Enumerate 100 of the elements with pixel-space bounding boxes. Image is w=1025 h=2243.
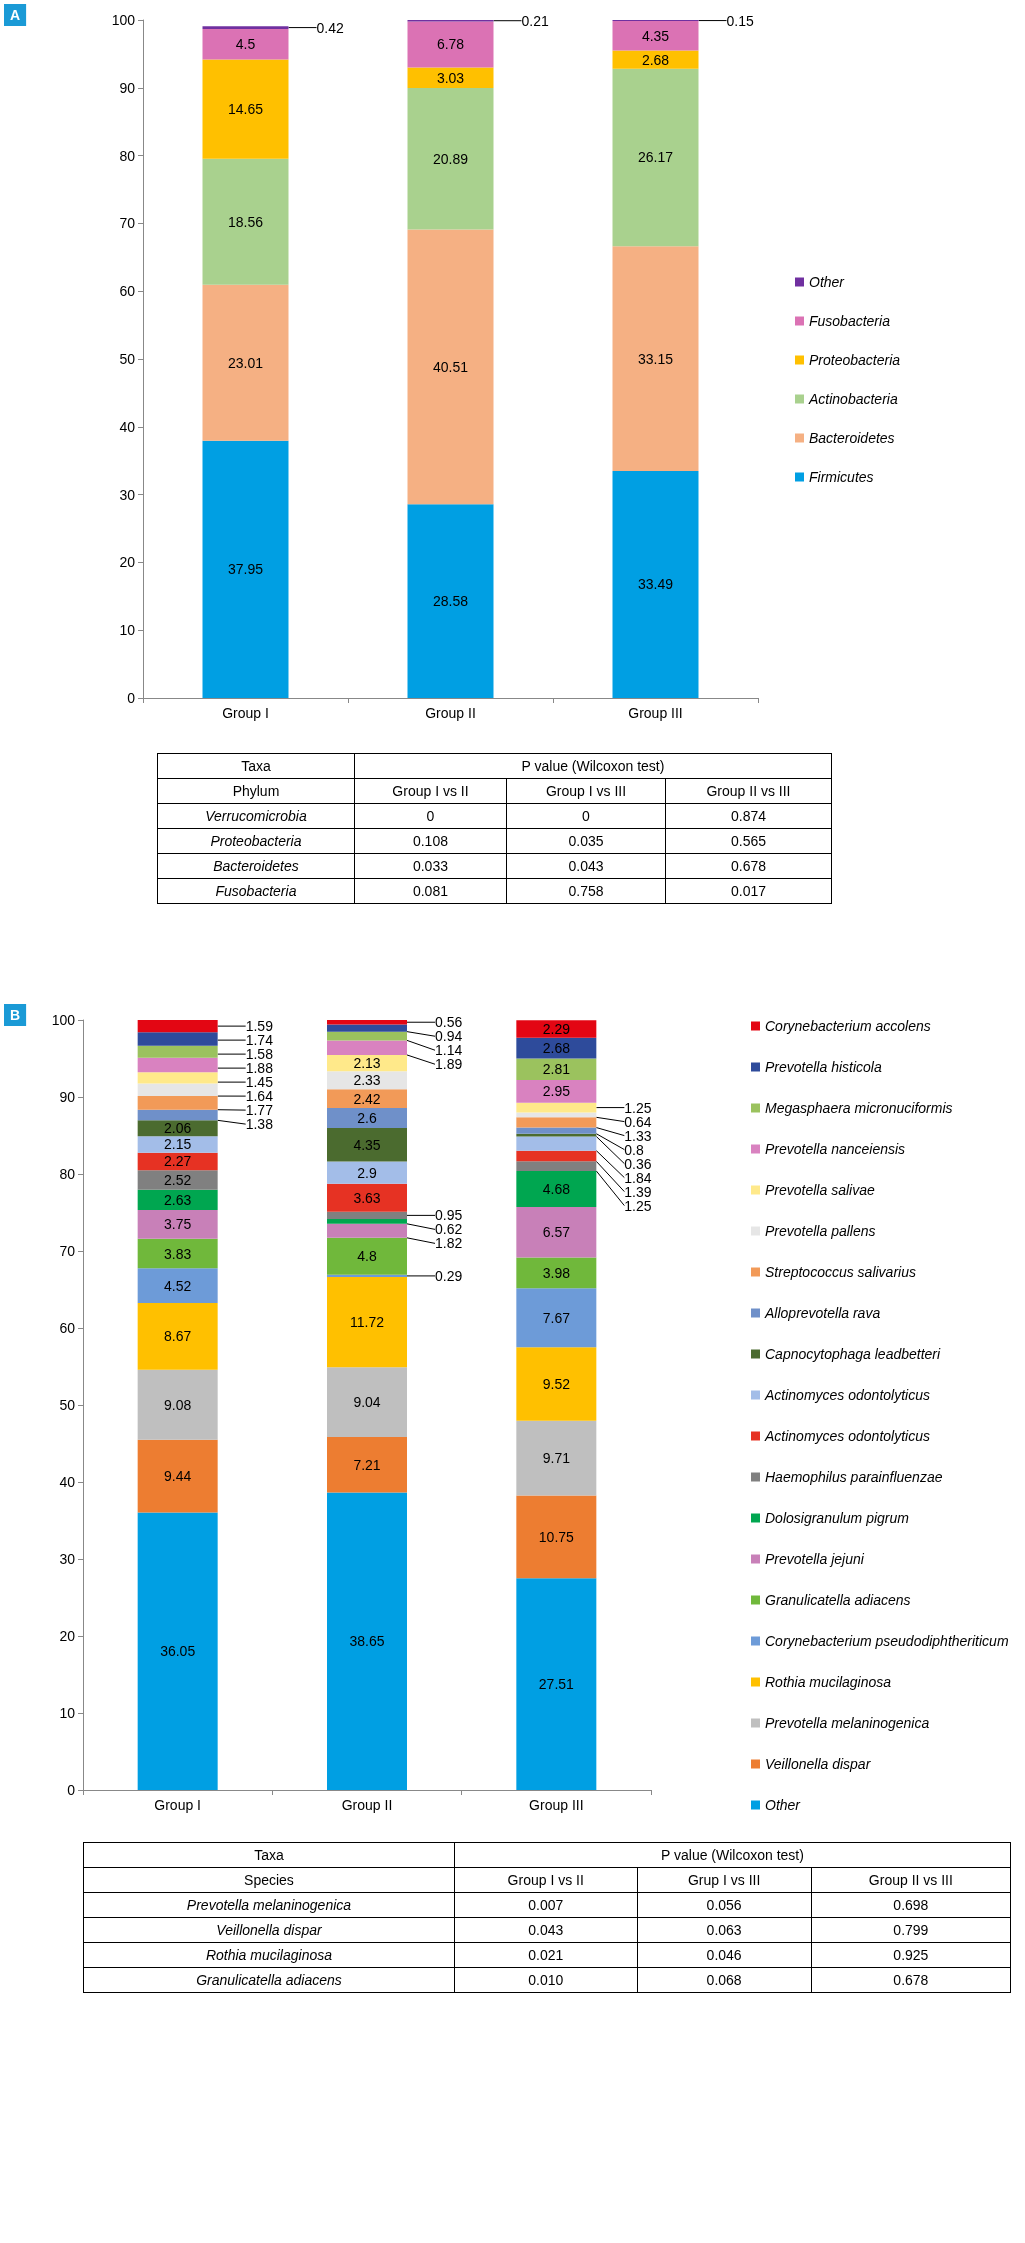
data-label: 3.75 [164,1216,192,1233]
text: 0.678 [730,858,767,874]
bar [202,284,289,441]
text: 0.007 [528,1897,564,1913]
bar [516,1058,597,1081]
data-label: 7.67 [542,1309,571,1326]
y-tick-label: 100 [51,1012,76,1028]
bar [516,1578,597,1790]
bar [516,1080,597,1103]
category-label: Grup I vs III [637,1867,812,1893]
bar [612,21,699,51]
bar [327,1219,407,1224]
bar [137,1268,218,1304]
data-label: 38.65 [349,1633,385,1650]
bar [327,1492,407,1790]
data-label: 14.65 [227,101,264,118]
bar [327,1436,407,1493]
data-label: 0.94 [435,1028,463,1045]
data-label: 1.25 [624,1099,652,1116]
text: Taxa [83,1842,455,1868]
legend-label: Haemophilus parainfluenzae [765,1469,943,1485]
bar [516,1161,597,1171]
text: 0.035 [568,833,604,849]
data-label: 18.56 [227,213,264,230]
x-tick-label: Group II [341,1797,393,1813]
bar [407,87,494,230]
legend-label: Prevotella nanceiensis [765,1141,906,1157]
text: 0.043 [528,1922,564,1938]
y-tick-label: 20 [59,1628,76,1644]
data-label: 2.06 [164,1120,192,1137]
legend-label: Granulicatella adiacens [765,1592,911,1608]
bar [327,1277,407,1368]
category-label: Veillonella dispar [216,1922,322,1938]
data-label: 9.52 [542,1375,571,1392]
bar [327,1367,407,1437]
data-label: 1.59 [245,1018,274,1035]
y-tick-label: 70 [59,1243,76,1259]
data-label: 1.39 [624,1183,652,1200]
data-label: 3.83 [164,1245,192,1262]
y-tick-label: 40 [119,418,136,435]
bar [137,1045,218,1058]
y-tick-label: 60 [119,283,136,300]
data-label: 7.21 [353,1456,381,1473]
data-label: 1.77 [245,1102,274,1119]
data-label: 2.29 [542,1020,571,1037]
data-label: 2.6 [357,1109,377,1126]
text: 0.056 [706,1897,742,1913]
bar [327,1089,407,1108]
data-label: 1.82 [435,1235,463,1252]
data-label: 0.42 [316,19,344,36]
data-label: 4.68 [542,1181,571,1198]
data-label: 4.35 [641,27,670,44]
category-label: Group I vs III [506,778,666,804]
data-label: 3.03 [436,69,465,86]
x-tick-label: Group III [628,705,683,721]
legend-label: Other [809,274,846,290]
legend-label: Corynebacterium pseudodiphtheriticum [765,1633,1009,1649]
data-label: 2.13 [353,1055,381,1072]
bar [612,68,699,247]
legend-label: Megasphaera micronuciformis [765,1100,953,1116]
category-label: Phylum [157,778,355,804]
bar [327,1040,407,1055]
legend-label: Capnocytophaga leadbetteri [765,1346,942,1362]
data-label: 2.33 [353,1072,381,1089]
bar [137,1072,218,1084]
bar [612,246,699,471]
data-label: 3.98 [542,1264,571,1281]
category-label: Group II vs III [811,1867,1011,1893]
data-label: 11.72 [350,1314,385,1331]
bar [516,1133,597,1137]
y-tick-label: 30 [59,1551,76,1567]
data-label: 1.58 [245,1046,274,1063]
legend-label: Proteobacteria [809,352,901,368]
data-label: 0.36 [624,1155,652,1172]
data-label: 0.56 [435,1014,463,1031]
bar [137,1303,218,1370]
data-label: 0.95 [435,1207,463,1224]
data-label: 28.58 [432,593,469,610]
bar [327,1183,407,1212]
y-tick-label: 0 [127,690,136,706]
legend-label: Alloprevotella rava [764,1305,881,1321]
y-tick-label: 0 [67,1782,76,1798]
bar [137,1096,218,1110]
bar [137,1189,218,1210]
bar [202,26,289,30]
data-label: 37.95 [227,561,264,578]
y-tick-label: 10 [59,1705,76,1721]
data-label: 4.8 [357,1248,377,1265]
bar [516,1171,597,1208]
bar [327,1237,407,1275]
legend-label: Streptococcus salivarius [765,1264,916,1280]
data-label: 0.64 [624,1113,652,1130]
bar [516,1288,597,1348]
data-label: 36.05 [160,1643,196,1660]
legend-label: Firmicutes [809,469,874,485]
data-label: 2.27 [164,1153,192,1170]
bar [137,1238,218,1269]
text: 0.925 [893,1947,929,1963]
bar [516,1136,597,1151]
legend-label: Corynebacterium accolens [765,1018,931,1034]
